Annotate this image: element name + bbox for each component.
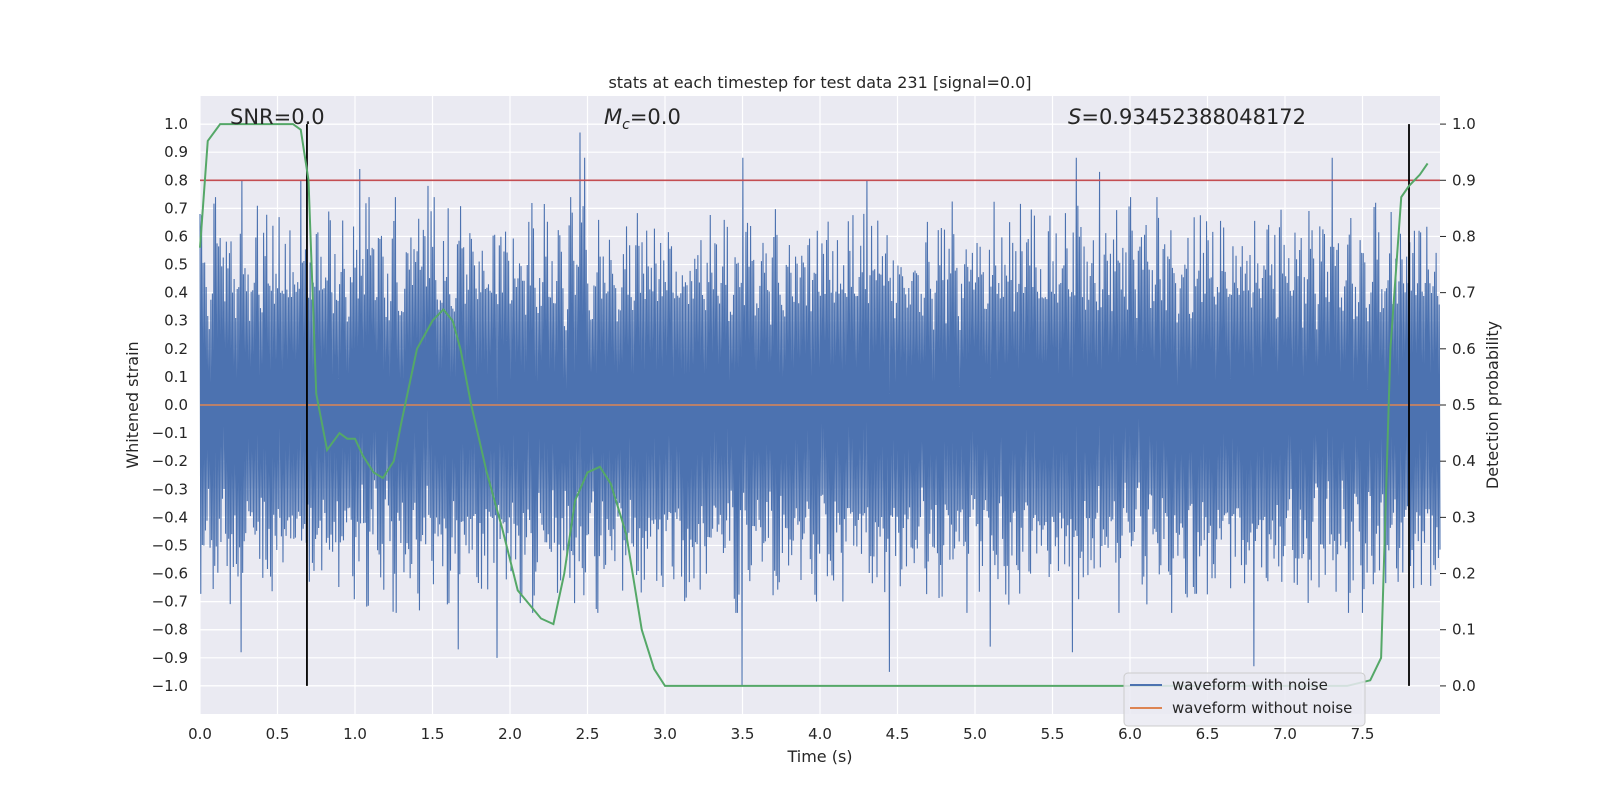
x-tick-label: 5.0 bbox=[963, 725, 987, 743]
y-tick-label: 0.0 bbox=[164, 396, 188, 414]
legend-label-waveform-with-noise: waveform with noise bbox=[1172, 676, 1328, 694]
legend-box bbox=[1123, 672, 1366, 727]
y-axis-label: Whitened strain bbox=[123, 341, 142, 468]
y-tick-label: −0.3 bbox=[152, 480, 188, 498]
y-tick-label: −0.2 bbox=[152, 452, 188, 470]
y-tick-label: 0.3 bbox=[164, 312, 188, 330]
s-score-annotation: S=0.93452388048172 bbox=[1068, 105, 1306, 129]
x-tick-label: 1.5 bbox=[421, 725, 445, 743]
x-tick-label: 3.0 bbox=[653, 725, 677, 743]
y-tick-label: 0.8 bbox=[164, 171, 188, 189]
x-tick-label: 5.5 bbox=[1041, 725, 1065, 743]
x-tick-label: 4.0 bbox=[808, 725, 832, 743]
y-tick-label: −0.7 bbox=[152, 593, 188, 611]
y-axis-right: 1.0 0.9 0.8 0.7 0.6 0.5 0.4 0.3 0.2 0.1 0.0 bbox=[1440, 115, 1476, 695]
chirp-mass-symbol: M bbox=[604, 105, 622, 129]
x-tick-label: 0.0 bbox=[188, 725, 212, 743]
y-tick-label: 1.0 bbox=[164, 115, 188, 133]
overlay-lines bbox=[199, 123, 1440, 687]
y2-axis-label: Detection probability bbox=[1483, 321, 1502, 489]
y2-tick-label: 0.1 bbox=[1452, 621, 1476, 639]
y-tick-label: −0.5 bbox=[152, 536, 188, 554]
y-tick-label: 0.2 bbox=[164, 340, 188, 358]
y2-tick-label: 1.0 bbox=[1452, 115, 1476, 133]
x-tick-label: 3.5 bbox=[731, 725, 755, 743]
chirp-mass-value: =0.0 bbox=[630, 105, 681, 129]
chirp-mass-annotation: Mc=0.0 bbox=[604, 105, 681, 133]
y-axis-left: 1.0 0.9 0.8 0.7 0.6 0.5 0.4 0.3 0.2 0.1 0.0 −0.1 −0.… bbox=[152, 115, 188, 695]
y-tick-label: −0.9 bbox=[152, 649, 188, 667]
y-tick-label: −0.6 bbox=[152, 565, 188, 583]
y2-tick-label: 0.0 bbox=[1452, 677, 1476, 695]
y-tick-label: 0.4 bbox=[164, 284, 188, 302]
x-tick-label: 7.5 bbox=[1351, 725, 1375, 743]
y-tick-label: −0.4 bbox=[152, 508, 188, 526]
y2-tick-label: 0.6 bbox=[1452, 340, 1476, 358]
y2-tick-label: 0.2 bbox=[1452, 565, 1476, 583]
snr-annotation: SNR=0.0 bbox=[230, 105, 325, 129]
x-tick-label: 7.0 bbox=[1273, 725, 1297, 743]
y-tick-label: −0.8 bbox=[152, 621, 188, 639]
y-tick-label: −1.0 bbox=[152, 677, 188, 695]
y-tick-label: 0.6 bbox=[164, 227, 188, 245]
x-tick-label: 0.5 bbox=[266, 725, 290, 743]
legend: waveform with noise waveform without noi… bbox=[1123, 672, 1366, 727]
y-tick-label: 0.1 bbox=[164, 368, 188, 386]
y2-tick-label: 0.9 bbox=[1452, 171, 1476, 189]
chart-title: stats at each timestep for test data 231… bbox=[608, 73, 1031, 92]
x-tick-label: 1.0 bbox=[343, 725, 367, 743]
y2-tick-label: 0.5 bbox=[1452, 396, 1476, 414]
legend-label-waveform-without-noise: waveform without noise bbox=[1172, 699, 1352, 717]
x-axis-label: Time (s) bbox=[786, 747, 852, 766]
s-score-symbol: S bbox=[1068, 105, 1081, 129]
y-tick-label: 0.9 bbox=[164, 143, 188, 161]
y-tick-label: 0.5 bbox=[164, 256, 188, 274]
x-tick-label: 2.5 bbox=[576, 725, 600, 743]
x-tick-label: 6.5 bbox=[1196, 725, 1220, 743]
y-tick-label: 0.7 bbox=[164, 199, 188, 217]
x-axis: 0.0 0.5 1.0 1.5 2.0 2.5 3.0 3.5 4.0 4.5 5.0 5.5 6.0 6… bbox=[188, 725, 1374, 743]
x-tick-label: 2.0 bbox=[498, 725, 522, 743]
x-tick-label: 6.0 bbox=[1118, 725, 1142, 743]
y2-tick-label: 0.8 bbox=[1452, 227, 1476, 245]
y2-tick-label: 0.3 bbox=[1452, 508, 1476, 526]
y2-tick-label: 0.4 bbox=[1452, 452, 1476, 470]
detection-probability-line bbox=[199, 123, 1429, 687]
x-tick-label: 4.5 bbox=[886, 725, 910, 743]
s-score-value: =0.93452388048172 bbox=[1081, 105, 1306, 129]
y-tick-label: −0.1 bbox=[152, 424, 188, 442]
chirp-mass-subscript: c bbox=[622, 117, 630, 133]
y2-tick-label: 0.7 bbox=[1452, 284, 1476, 302]
